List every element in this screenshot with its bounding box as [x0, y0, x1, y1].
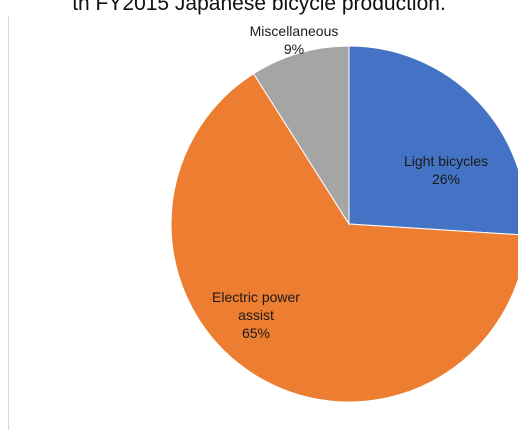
chart-title: th FY2015 Japanese bicycle production.: [72, 0, 446, 15]
pie-labels: Light bicycles 26% Electric power assist 65%…: [212, 23, 488, 341]
data-label-line: Electric power: [212, 289, 300, 305]
data-label-line: 65%: [242, 325, 270, 341]
data-label-line: 9%: [284, 41, 304, 57]
pie-slices: [170, 45, 518, 403]
data-label-light-bicycles: Light bicycles 26%: [404, 153, 488, 187]
data-label-line: Miscellaneous: [250, 23, 339, 39]
data-label-electric-power-assist: Electric power assist 65%: [212, 289, 300, 341]
data-label-line: Light bicycles: [404, 153, 488, 169]
pie-slice-electric-power-assist: [170, 73, 518, 403]
data-label-miscellaneous: Miscellaneous 9%: [250, 23, 339, 57]
pie-slice-miscellaneous: [252, 45, 350, 226]
data-label-line: assist: [238, 307, 274, 323]
data-label-line: 26%: [432, 171, 460, 187]
pie-slice-light-bicycles: [348, 45, 518, 236]
chart-frame-edge: [8, 16, 9, 430]
